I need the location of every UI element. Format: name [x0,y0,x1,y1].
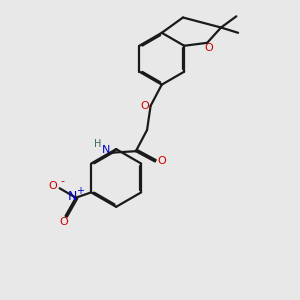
Text: +: + [76,186,84,196]
Text: H: H [94,140,102,149]
Text: O: O [158,156,166,166]
Text: O: O [49,181,58,191]
Text: N: N [102,145,110,155]
Text: -: - [61,176,64,186]
Text: N: N [68,190,78,203]
Text: O: O [140,101,149,111]
Text: O: O [205,43,214,52]
Text: O: O [60,218,68,227]
